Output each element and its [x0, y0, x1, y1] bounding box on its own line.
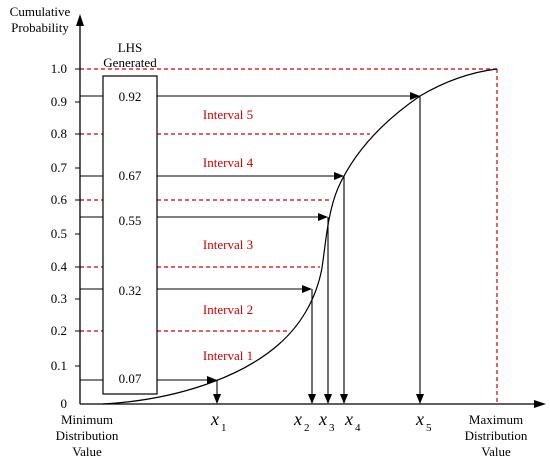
- interval-label: Interval 3: [203, 237, 253, 252]
- x-sample-labels: x 1 x 2 x 3 x 4 x 5: [210, 409, 432, 434]
- arrowhead: [334, 172, 344, 180]
- arrowhead: [324, 394, 332, 404]
- minimum-label-line2: Distribution: [56, 428, 119, 443]
- y-axis-title-line2: Probability: [11, 20, 69, 35]
- x-sample-label: x: [415, 409, 424, 429]
- y-tick-label: 0.7: [51, 160, 68, 175]
- maximum-label-line2: Distribution: [465, 428, 528, 443]
- sample-arrows: [80, 95, 421, 398]
- x-sample-label: x: [344, 409, 353, 429]
- lhs-sample-value: 0.07: [119, 371, 142, 386]
- interval-label: Interval 5: [203, 107, 253, 122]
- y-tick-labels: 0 0.1 0.2 0.3 0.4 0.5 0.6 0.7 0.8 0.9 1.…: [51, 61, 68, 411]
- y-tick-label: 1.0: [51, 61, 67, 76]
- lhs-sample-value: 0.67: [119, 168, 142, 183]
- arrowhead: [410, 92, 420, 100]
- y-axis-title-line1: Cumulative: [10, 4, 71, 19]
- y-tick-label: 0.6: [51, 192, 68, 207]
- arrowhead: [318, 213, 328, 221]
- cumulative-distribution-curve: [102, 68, 498, 405]
- y-tick-label: 0.1: [51, 358, 67, 373]
- x-sample-label: x: [318, 409, 327, 429]
- minimum-label-line1: Minimum: [61, 412, 113, 427]
- x-sample-label: x: [210, 409, 219, 429]
- x-axis-end-labels: Minimum Distribution Value Maximum Distr…: [56, 412, 528, 459]
- x-sample-subscript: 4: [355, 422, 361, 434]
- arrowhead: [416, 394, 424, 404]
- x-sample-subscript: 5: [426, 422, 432, 434]
- interval-label: Interval 4: [203, 155, 254, 170]
- y-tick-label: 0: [61, 396, 68, 411]
- maximum-label-line1: Maximum: [469, 412, 523, 427]
- lhs-generated-box: [102, 75, 158, 395]
- arrowheads: [207, 92, 424, 404]
- lhs-box-header-line1: LHS: [118, 40, 143, 55]
- lhs-sample-value: 0.55: [119, 213, 142, 228]
- axes: [76, 14, 546, 408]
- x-sample-label: x: [293, 409, 302, 429]
- y-tick-label: 0.5: [51, 226, 67, 241]
- lhs-sample-value: 0.32: [119, 283, 142, 298]
- interval-labels: Interval 5 Interval 4 Interval 3 Interva…: [203, 107, 254, 363]
- minimum-label-line3: Value: [72, 444, 102, 459]
- arrowhead: [340, 394, 348, 404]
- y-tick-label: 0.8: [51, 126, 67, 141]
- interval-label: Interval 2: [203, 302, 253, 317]
- y-tick-label: 0.2: [51, 323, 67, 338]
- arrowhead: [207, 376, 217, 384]
- arrowhead: [308, 394, 316, 404]
- y-axis-arrowhead: [76, 14, 84, 26]
- x-sample-subscript: 2: [304, 422, 310, 434]
- interval-label: Interval 1: [203, 348, 253, 363]
- lhs-sample-value: 0.92: [119, 89, 142, 104]
- y-tick-marks: [75, 68, 80, 367]
- maximum-label-line3: Value: [481, 444, 511, 459]
- x-sample-subscript: 1: [221, 422, 227, 434]
- x-sample-subscript: 3: [329, 422, 335, 434]
- lhs-box-header-line2: Generated: [103, 55, 157, 70]
- y-tick-label: 0.4: [51, 259, 68, 274]
- y-tick-label: 0.9: [51, 94, 67, 109]
- arrowhead: [302, 285, 312, 293]
- y-tick-label: 0.3: [51, 291, 67, 306]
- x-axis-arrowhead: [534, 400, 546, 408]
- arrowhead: [213, 394, 221, 404]
